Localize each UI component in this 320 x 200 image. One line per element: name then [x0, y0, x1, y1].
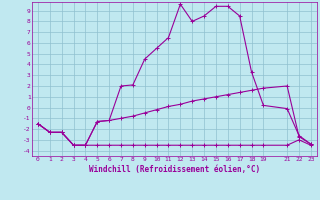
X-axis label: Windchill (Refroidissement éolien,°C): Windchill (Refroidissement éolien,°C) — [89, 165, 260, 174]
